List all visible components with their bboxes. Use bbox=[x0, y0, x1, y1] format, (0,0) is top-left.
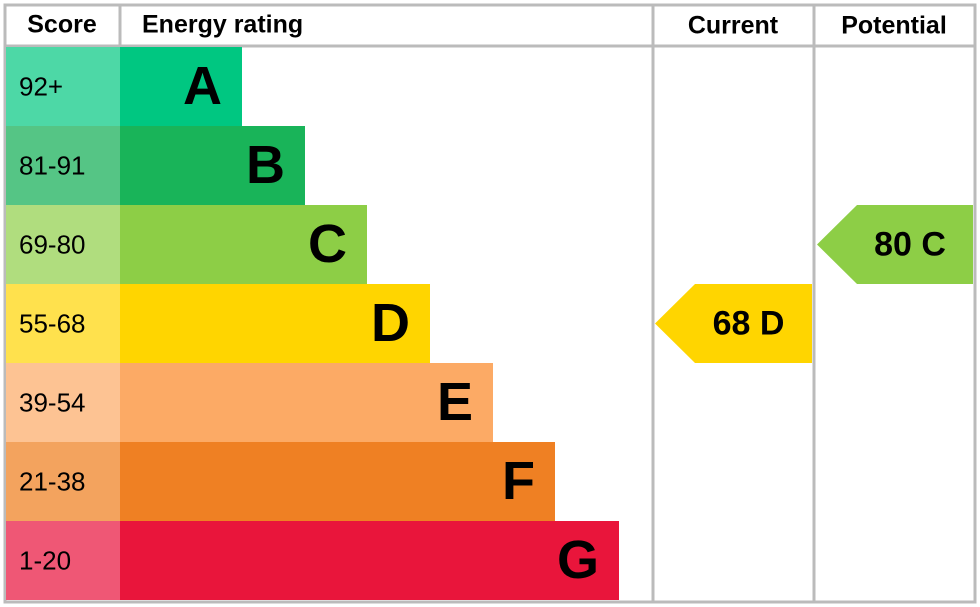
rating-bar bbox=[120, 47, 242, 126]
rating-bar bbox=[120, 126, 305, 205]
score-range: 55-68 bbox=[19, 308, 86, 338]
header-current: Current bbox=[688, 12, 779, 40]
score-range: 69-80 bbox=[19, 229, 86, 259]
header-score: Score bbox=[27, 11, 97, 39]
potential-letter: C bbox=[921, 225, 946, 263]
rating-letter: C bbox=[308, 214, 347, 274]
rating-letter: G bbox=[557, 530, 599, 590]
rating-letter: D bbox=[371, 293, 410, 353]
score-cell bbox=[6, 126, 120, 205]
rating-bar bbox=[120, 363, 493, 442]
score-cell bbox=[6, 363, 120, 442]
score-range: 81-91 bbox=[19, 150, 86, 180]
current-arrow bbox=[655, 284, 812, 363]
current-rating: 68 D bbox=[713, 304, 785, 342]
score-cell bbox=[6, 442, 120, 521]
rating-bar bbox=[120, 442, 555, 521]
score-cell bbox=[6, 205, 120, 284]
score-cell bbox=[6, 284, 120, 363]
score-cell bbox=[6, 47, 120, 126]
rating-letter: B bbox=[246, 135, 285, 195]
rating-bar bbox=[120, 284, 430, 363]
score-range: 39-54 bbox=[19, 387, 86, 417]
header-energy-rating: Energy rating bbox=[142, 11, 303, 39]
current-letter: D bbox=[760, 304, 785, 342]
score-range: 92+ bbox=[19, 71, 63, 101]
score-range: 1-20 bbox=[19, 545, 71, 575]
rating-bar bbox=[120, 205, 367, 284]
score-cell bbox=[6, 521, 120, 600]
score-range: 21-38 bbox=[19, 466, 86, 496]
rating-letter: A bbox=[183, 56, 222, 116]
potential-score: 80 bbox=[874, 225, 912, 263]
current-score: 68 bbox=[713, 304, 751, 342]
rating-letter: F bbox=[502, 451, 535, 511]
rating-bar bbox=[120, 521, 619, 600]
potential-arrow bbox=[817, 205, 973, 284]
potential-rating: 80 C bbox=[874, 225, 946, 263]
header-potential: Potential bbox=[841, 12, 947, 40]
rating-letter: E bbox=[437, 372, 473, 432]
